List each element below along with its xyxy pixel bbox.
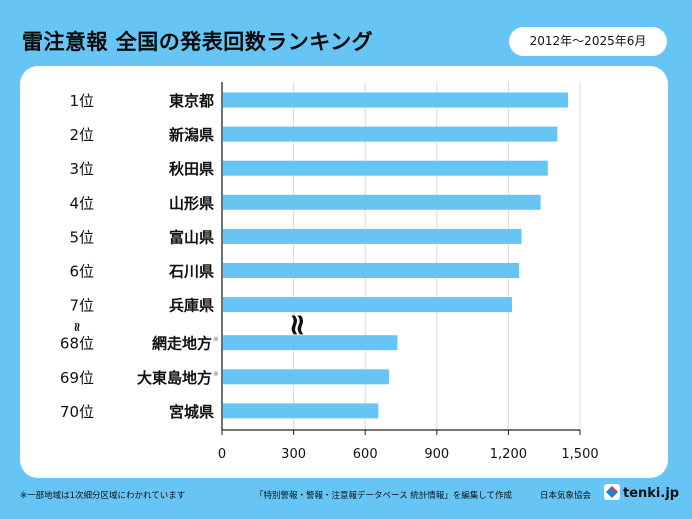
bar-1 — [223, 92, 569, 108]
page-title: 雷注意報 全国の発表回数ランキング — [22, 30, 374, 54]
bar-8 — [223, 335, 398, 351]
bar-7 — [223, 297, 512, 313]
x-tick-label: 1,500 — [561, 447, 598, 462]
source-credit: 「特別警報・警報・注意報データベース 統計情報」を編集して作成 — [255, 491, 513, 501]
category-note: ※ — [213, 370, 219, 378]
x-tick-label: 600 — [353, 447, 378, 462]
category-label: 宮城県 — [169, 403, 214, 421]
axis-break-symbol: ≈ — [69, 322, 84, 333]
bar-4 — [223, 194, 541, 210]
break-layer: ≈ ≈ — [69, 312, 315, 337]
category-label: 石川県 — [168, 263, 214, 281]
category-label: 網走地方 — [152, 335, 212, 353]
rank-label: 4位 — [69, 194, 94, 212]
rank-label: 70位 — [60, 403, 94, 421]
bar-10 — [223, 403, 379, 419]
rank-label: 68位 — [60, 335, 94, 353]
category-label: 大東島地方 — [137, 369, 212, 387]
x-tick-label: 0 — [218, 447, 226, 462]
tenki-logo-icon — [604, 484, 620, 503]
category-label: 新潟県 — [169, 126, 214, 144]
tick-layer: 0 300 600 900 1,200 1,500 — [218, 430, 599, 462]
x-tick-label: 900 — [424, 447, 449, 462]
bar-6 — [223, 263, 520, 278]
category-label: 山形県 — [169, 194, 214, 212]
rank-label: 5位 — [69, 228, 94, 246]
label-layer: 1位 東京都 2位 新潟県 3位 秋田県 4位 山形県 5位 富山県 6位 石川県 7位 兵庫県 68位 網走… — [60, 92, 219, 421]
rank-label: 7位 — [69, 297, 94, 315]
x-tick-label: 300 — [281, 447, 306, 462]
rank-label: 3位 — [69, 160, 94, 178]
category-label: 兵庫県 — [169, 297, 214, 315]
rank-label: 6位 — [69, 263, 94, 281]
tenki-logo-text: tenki.jp — [623, 486, 680, 501]
category-label: 秋田県 — [169, 160, 214, 178]
category-label: 富山県 — [169, 228, 214, 246]
category-label: 東京都 — [169, 92, 214, 110]
bar-9 — [223, 369, 390, 385]
rank-label: 1位 — [69, 92, 94, 110]
x-tick-label: 1,200 — [490, 447, 527, 462]
category-note: ※ — [213, 336, 219, 344]
bar-break-symbol: ≈ — [280, 312, 315, 337]
period-badge: 2012年～2025年6月 — [509, 27, 667, 56]
rank-label: 2位 — [69, 126, 94, 144]
bar-3 — [223, 160, 548, 176]
agency-name: 日本気象協会 — [540, 491, 592, 501]
bar-layer — [223, 92, 569, 419]
rank-label: 69位 — [60, 369, 94, 387]
bar-5 — [223, 228, 522, 244]
footnote: ※一部地域は1次細分区域にわかれています — [20, 491, 186, 501]
bar-2 — [223, 126, 558, 142]
tenki-logo[interactable]: tenki.jp — [604, 484, 679, 503]
